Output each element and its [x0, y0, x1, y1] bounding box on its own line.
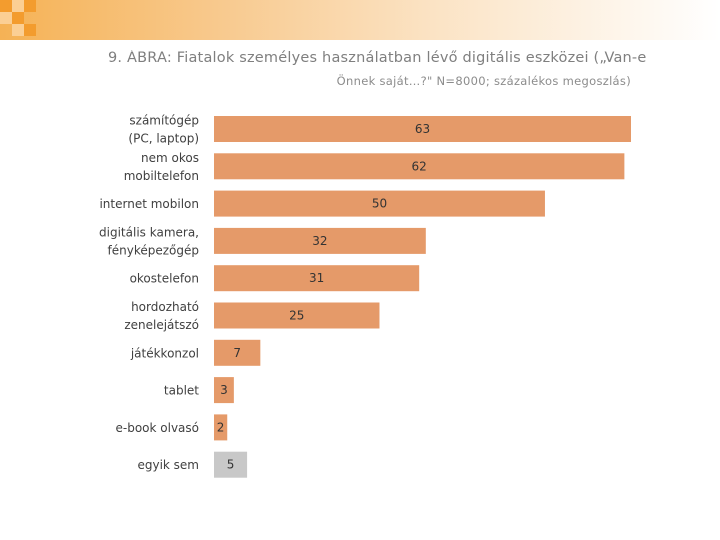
category-label-3-line-1: fényképezőgép	[108, 243, 199, 257]
category-label-0-line-0: számítógép	[129, 114, 199, 128]
bar-4	[214, 265, 420, 292]
bar-value-label-9: 5	[227, 458, 235, 472]
decor-square-2	[12, 0, 24, 12]
header-gradient-bar	[0, 0, 720, 40]
bar-7	[214, 377, 234, 404]
decor-square-5	[12, 12, 24, 24]
bar-5	[214, 302, 380, 329]
category-label-3-line-0: digitális kamera,	[99, 225, 199, 239]
bar-value-label-0: 63	[415, 122, 430, 136]
bar-3	[214, 227, 426, 254]
decor-square-3	[24, 0, 36, 12]
decor-square-4	[0, 12, 12, 24]
category-label-6-line-0: játékkonzol	[130, 346, 199, 360]
category-label-2-line-0: internet mobilon	[99, 197, 199, 211]
bar-value-label-8: 2	[217, 420, 225, 434]
decor-square-7	[24, 24, 36, 36]
chart-title: 9. ÁBRA: Fiatalok személyes használatban…	[108, 50, 647, 66]
category-label-4-line-0: okostelefon	[130, 272, 199, 286]
decor-square-1	[0, 0, 12, 12]
bar-value-label-2: 50	[372, 197, 387, 211]
bar-value-label-6: 7	[233, 346, 241, 360]
bar-value-label-4: 31	[309, 271, 324, 285]
category-label-1-line-1: mobiltelefon	[124, 169, 199, 183]
bar-value-label-5: 25	[289, 309, 304, 323]
category-label-1-line-0: nem okos	[141, 151, 199, 165]
chart-subtitle: Önnek saját…?" N=8000; százalékos megosz…	[336, 74, 631, 88]
bar-value-label-7: 3	[220, 383, 228, 397]
bar-2	[214, 190, 545, 217]
category-label-7-line-0: tablet	[164, 384, 199, 398]
bar-value-label-1: 62	[412, 159, 427, 173]
bar-value-label-3: 32	[312, 234, 327, 248]
bar-0	[214, 116, 631, 142]
decor-square-6	[12, 24, 24, 36]
category-label-5-line-0: hordozható	[131, 300, 199, 314]
category-label-5-line-1: zenelejátszó	[124, 318, 199, 332]
bar-6	[214, 339, 261, 366]
category-label-8-line-0: e-book olvasó	[115, 421, 199, 435]
bar-9	[214, 451, 248, 478]
bar-1	[214, 153, 625, 180]
category-label-0-line-1: (PC, laptop)	[128, 132, 199, 146]
bar-8	[214, 414, 228, 441]
category-label-9-line-0: egyik sem	[137, 458, 199, 472]
